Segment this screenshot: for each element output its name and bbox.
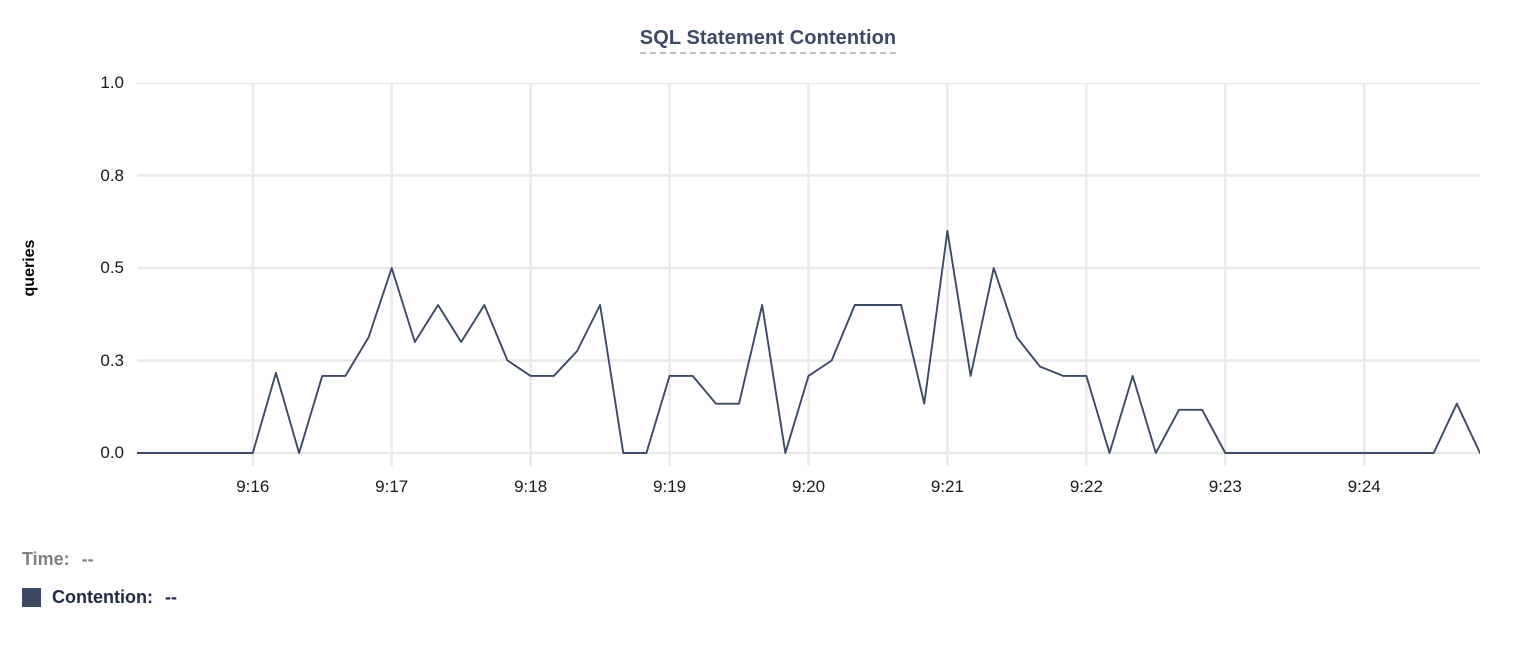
x-tick-label: 9:22 [1069,477,1103,496]
time-label: Time: [22,548,70,569]
x-tick-label: 9:19 [653,477,687,496]
y-tick-label: 1.0 [100,73,124,92]
x-tick-label: 9:16 [236,477,270,496]
readout-row-contention: Contention: -- [22,578,722,616]
x-tick-label: 9:21 [930,477,964,496]
y-tick-label: 0.3 [100,350,124,370]
x-tick-label: 9:24 [1347,477,1381,496]
chart-svg [137,83,1480,466]
readout-row-time: Time: -- [22,540,722,578]
y-tick-label: 0.0 [100,443,124,462]
time-value: -- [81,548,94,569]
series-line-contention [137,230,1480,454]
contention-label: Contention: [52,586,153,607]
x-tick-label: 9:17 [375,477,409,496]
tooltip-readout: Time: -- Contention: -- [22,540,722,616]
y-axis-tick-labels: 1.0 0.8 0.5 0.3 0.0 [40,0,124,652]
x-tick-label: 9:20 [791,477,826,496]
contention-value: -- [164,586,177,607]
legend-swatch-icon [22,587,41,607]
y-tick-label: 0.8 [100,165,124,185]
chart-title-text: SQL Statement Contention [639,27,897,54]
x-tick-label: 9:18 [514,477,548,496]
y-tick-label: 0.5 [100,258,124,277]
vertical-gridlines [251,83,1366,466]
plot-area[interactable] [137,83,1480,466]
x-tick-label: 9:23 [1208,477,1242,496]
page-title: SQL Statement Contention [0,27,1536,54]
